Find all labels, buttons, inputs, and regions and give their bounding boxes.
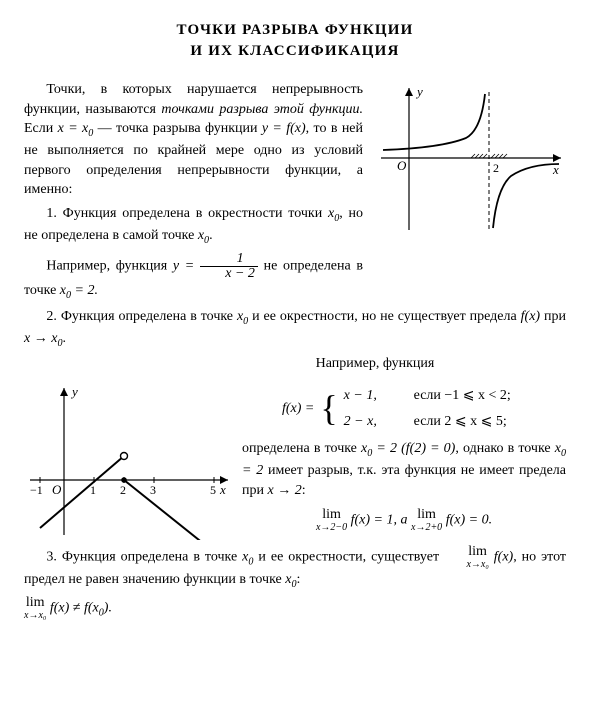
fig1-x: x (552, 162, 559, 177)
fraction-icon: 1 x − 2 (200, 252, 258, 281)
case2-ex-lead: Например, функция (184, 354, 566, 374)
a-lim: x → 2 (267, 483, 301, 498)
case1-ex-lead: Например, функция (46, 258, 172, 273)
case1-example: Например, функция y = 1 x − 2 не определ… (24, 252, 363, 303)
title-line-2: И ИХ КЛАССИФИКАЦИЯ (24, 41, 566, 62)
fig2-5: 5 (210, 483, 216, 497)
lim4-bot: x→x₀ (24, 611, 46, 621)
fig2-2: 2 (120, 483, 126, 497)
frac-num: 1 (200, 252, 258, 266)
case2-t3: при (540, 309, 566, 324)
case2-after: определена в точке x0 = 2 (f(2) = 0), од… (242, 439, 566, 500)
limit-4: lim x→x₀ (24, 596, 46, 621)
intro-t3: Если (24, 121, 58, 136)
intro-eq2: y = f(x) (262, 121, 306, 136)
case2-t2: и ее окрестности, но не существует преде… (248, 309, 520, 324)
intro-eq1: x = x (58, 121, 89, 136)
lim2-bot: x→2+0 (411, 523, 442, 533)
title-line-1: ТОЧКИ РАЗРЫВА ФУНКЦИИ (24, 20, 566, 41)
fig1-O: O (397, 158, 407, 173)
fig2-y: y (70, 384, 78, 399)
a1: определена в точке (242, 441, 361, 456)
fig2-O: O (52, 482, 62, 497)
c1-expr: x − 1, (344, 386, 400, 406)
a4: : (302, 483, 306, 498)
fig1-tick-2: 2 (493, 161, 499, 175)
piecewise-cases: x − 1, если −1 ⩽ x < 2; 2 − x, если 2 ⩽ … (344, 386, 511, 431)
neq-rhs: f(x) ≠ f(x (46, 601, 98, 616)
section-1-text: Точки, в которых нарушается непрерывност… (24, 80, 363, 307)
section-2-text: f(x) = { x − 1, если −1 ⩽ x < 2; 2 − x, … (242, 380, 566, 541)
fig2-1: 1 (90, 483, 96, 497)
lim2-top: lim (411, 508, 442, 522)
case3-neq: lim x→x₀ f(x) ≠ f(x0). (24, 596, 566, 621)
a-paren: (f(2) = 0) (397, 441, 455, 456)
lim3-top: lim (444, 545, 489, 559)
intro-t2: точками разрыва этой функции. (161, 102, 363, 117)
figure-1: O x y 2 (371, 80, 566, 235)
left-brace-icon: { (320, 392, 337, 424)
c2-cond: если 2 ⩽ x ⩽ 5; (414, 412, 507, 432)
hyperbola-graph-icon: O x y 2 (371, 80, 566, 235)
c3-lead: 3. Функция определена в точке (46, 550, 242, 565)
intro-para: Точки, в которых нарушается непрерывност… (24, 80, 363, 200)
lim3-bot: x→x₀ (444, 560, 489, 570)
c1-cond: если −1 ⩽ x < 2; (414, 386, 511, 406)
fig1-y: y (415, 84, 423, 99)
c2-expr: 2 − x, (344, 412, 400, 432)
case2-t4: . (62, 331, 66, 346)
case2-fx: f(x) (521, 309, 540, 324)
case1-t3: . (209, 228, 213, 243)
frac-den: x − 2 (200, 266, 258, 281)
lim1-bot: x→2−0 (316, 523, 347, 533)
limits-line: lim x→2−0 f(x) = 1, а lim x→2+0 f(x) = 0… (242, 508, 566, 533)
case-row-1: x − 1, если −1 ⩽ x < 2; (344, 386, 511, 406)
a2: , однако в точке (455, 441, 554, 456)
a-x0bs: 0 (561, 448, 566, 459)
intro-t4: — точка разрыва функции (93, 121, 262, 136)
case1-x0eq-val: = 2. (71, 283, 98, 298)
lim2-rhs: f(x) = 0. (446, 513, 492, 528)
section-1: Точки, в которых нарушается непрерывност… (24, 80, 566, 307)
case1-ex-y: y = (173, 258, 200, 273)
case-row-2: 2 − x, если 2 ⩽ x ⩽ 5; (344, 412, 511, 432)
a-x0bv: = 2 (242, 463, 263, 478)
fig2-x: x (219, 482, 226, 497)
lim1-rhs: f(x) = 1, а (351, 513, 411, 528)
case2-para: 2. Функция определена в точке x0 и ее ок… (24, 307, 566, 351)
section-2: O x y −1 1 2 3 5 f(x) = { x − 1, если −1… (24, 380, 566, 541)
case1-lead: 1. Функция определена в окрестности точк… (46, 206, 328, 221)
c3-t4: : (297, 572, 301, 587)
piecewise-graph-icon: O x y −1 1 2 3 5 (24, 380, 234, 540)
a-x0v: = 2 (372, 441, 397, 456)
limit-3: lim x→x₀ (444, 545, 489, 570)
case1-para: 1. Функция определена в окрестности точк… (24, 204, 363, 248)
lim4-top: lim (24, 596, 46, 610)
c3-t2: и ее окрестности, существует (253, 550, 444, 565)
lim1-top: lim (316, 508, 347, 522)
limit-2: lim x→2+0 (411, 508, 442, 533)
piecewise-definition: f(x) = { x − 1, если −1 ⩽ x < 2; 2 − x, … (282, 386, 566, 431)
fig2-m1: −1 (30, 483, 43, 497)
figure-2: O x y −1 1 2 3 5 (24, 380, 234, 540)
neq-tail: ). (104, 601, 112, 616)
page-title: ТОЧКИ РАЗРЫВА ФУНКЦИИ И ИХ КЛАССИФИКАЦИЯ (24, 20, 566, 62)
fig2-3: 3 (150, 483, 156, 497)
case2-lim: x → x (24, 331, 57, 346)
c3-fx: f(x) (489, 550, 513, 565)
limit-1: lim x→2−0 (316, 508, 347, 533)
fx-eq: f(x) = (282, 399, 314, 419)
case2-lead: 2. Функция определена в точке (46, 309, 237, 324)
case3-para: 3. Функция определена в точке x0 и ее ок… (24, 545, 566, 592)
